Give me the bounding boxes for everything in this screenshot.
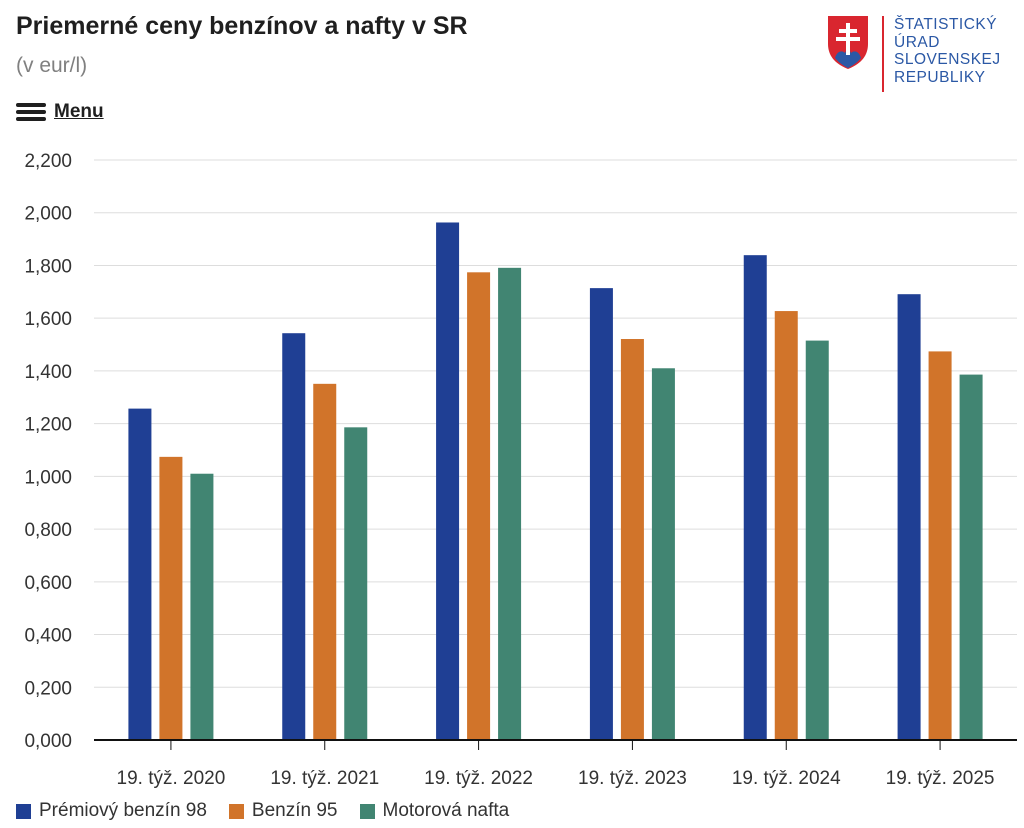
y-tick-label: 0,400 (24, 626, 72, 647)
bar (436, 222, 460, 740)
y-tick-label: 1,600 (24, 309, 72, 330)
y-tick-label: 2,200 (24, 151, 72, 172)
menu-button[interactable]: Menu (16, 101, 104, 123)
x-tick-label: 19. týž. 2020 (117, 768, 226, 789)
menu-label: Menu (54, 101, 104, 122)
bar (159, 456, 183, 740)
slovak-coat-of-arms-icon (828, 16, 868, 69)
y-tick-label: 0,800 (24, 520, 72, 541)
bar (651, 368, 675, 740)
legend-swatch (228, 803, 244, 819)
logo-separator (882, 16, 884, 92)
logo-text: ŠTATISTICKÝ ÚRAD SLOVENSKEJ REPUBLIKY (894, 16, 1001, 86)
bar (743, 255, 767, 740)
legend-item-premium-98[interactable]: Prémiový benzín 98 (16, 800, 207, 822)
bar (313, 383, 337, 740)
legend-label: Prémiový benzín 98 (39, 800, 207, 821)
x-tick-label: 19. týž. 2021 (270, 768, 379, 789)
y-tick-label: 1,200 (24, 415, 72, 436)
bar (344, 427, 368, 740)
legend-item-motorova-nafta[interactable]: Motorová nafta (359, 800, 510, 822)
bar (959, 374, 983, 740)
x-tick-label: 19. týž. 2025 (886, 768, 995, 789)
legend-swatch (359, 803, 375, 819)
bar (128, 408, 152, 740)
x-tick-label: 19. týž. 2022 (424, 768, 533, 789)
y-tick-label: 0,000 (24, 731, 72, 752)
y-tick-label: 1,400 (24, 362, 72, 383)
y-tick-label: 0,600 (24, 573, 72, 594)
bar (467, 272, 491, 740)
legend-swatch (16, 803, 31, 819)
bar (928, 351, 952, 740)
chart-subtitle: (v eur/l) (16, 54, 88, 77)
y-tick-label: 0,200 (24, 678, 72, 699)
bar (774, 311, 798, 740)
bar (282, 333, 306, 740)
bar (897, 294, 921, 740)
legend-label: Benzín 95 (251, 800, 338, 821)
bar (805, 340, 829, 740)
legend-label: Motorová nafta (382, 800, 510, 821)
logo-line: ŠTATISTICKÝ (894, 16, 998, 33)
logo-line: SLOVENSKEJ (894, 51, 1001, 68)
logo-line: ÚRAD (894, 33, 940, 51)
bar (589, 288, 613, 740)
legend-item-benzin-95[interactable]: Benzín 95 (228, 800, 338, 822)
bar (190, 473, 214, 740)
bar (498, 267, 522, 740)
y-tick-label: 1,800 (24, 256, 72, 277)
hamburger-icon (16, 103, 46, 121)
logo-line: REPUBLIKY (894, 68, 986, 86)
x-tick-label: 19. týž. 2023 (578, 768, 687, 789)
legend: Prémiový benzín 98 Benzín 95 Motorová na… (16, 800, 531, 822)
y-tick-label: 1,000 (24, 467, 72, 488)
chart-title: Priemerné ceny benzínov a nafty v SR (16, 12, 468, 40)
x-tick-label: 19. týž. 2024 (732, 768, 841, 789)
logo: ŠTATISTICKÝ ÚRAD SLOVENSKEJ REPUBLIKY (826, 14, 1016, 94)
y-tick-label: 2,000 (24, 204, 72, 225)
bar (620, 339, 644, 740)
